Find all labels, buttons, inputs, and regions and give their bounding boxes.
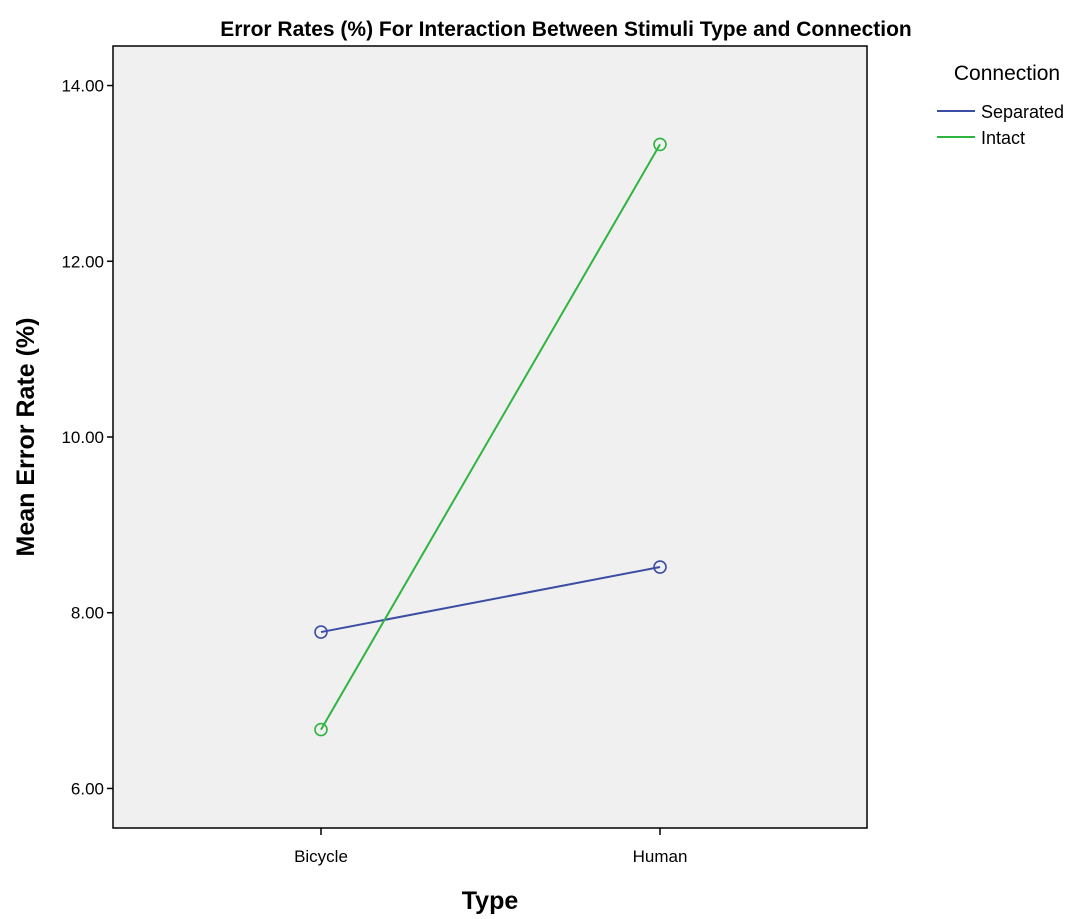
series-layer (314, 137, 667, 737)
data-point-separated (314, 625, 328, 639)
data-point-intact (314, 722, 328, 737)
series-line-intact (320, 143, 661, 731)
y-axis: 6.00 8.00 10.00 12.00 14.00 (61, 77, 113, 798)
y-axis-title: Mean Error Rate (%) (12, 318, 40, 557)
series-line-separated (320, 566, 661, 634)
y-tick-label: 14.00 (61, 77, 104, 96)
y-tick-label: 10.00 (61, 428, 104, 447)
chart-title: Error Rates (%) For Interaction Between … (220, 18, 912, 41)
data-point-intact (653, 137, 667, 152)
data-point-separated (653, 560, 667, 574)
x-tick-label: Human (633, 847, 688, 866)
x-tick-label: Bicycle (294, 847, 348, 866)
legend: Connection Separated Intact (937, 62, 1064, 148)
x-axis: Bicycle Human (294, 828, 687, 866)
y-tick-label: 12.00 (61, 252, 104, 271)
y-tick-label: 6.00 (71, 779, 104, 798)
y-tick-label: 8.00 (71, 604, 104, 623)
legend-title: Connection (954, 62, 1060, 85)
legend-label-separated: Separated (981, 102, 1064, 122)
legend-items: Separated Intact (937, 102, 1064, 148)
legend-label-intact: Intact (981, 128, 1025, 148)
x-axis-title: Type (462, 887, 519, 914)
